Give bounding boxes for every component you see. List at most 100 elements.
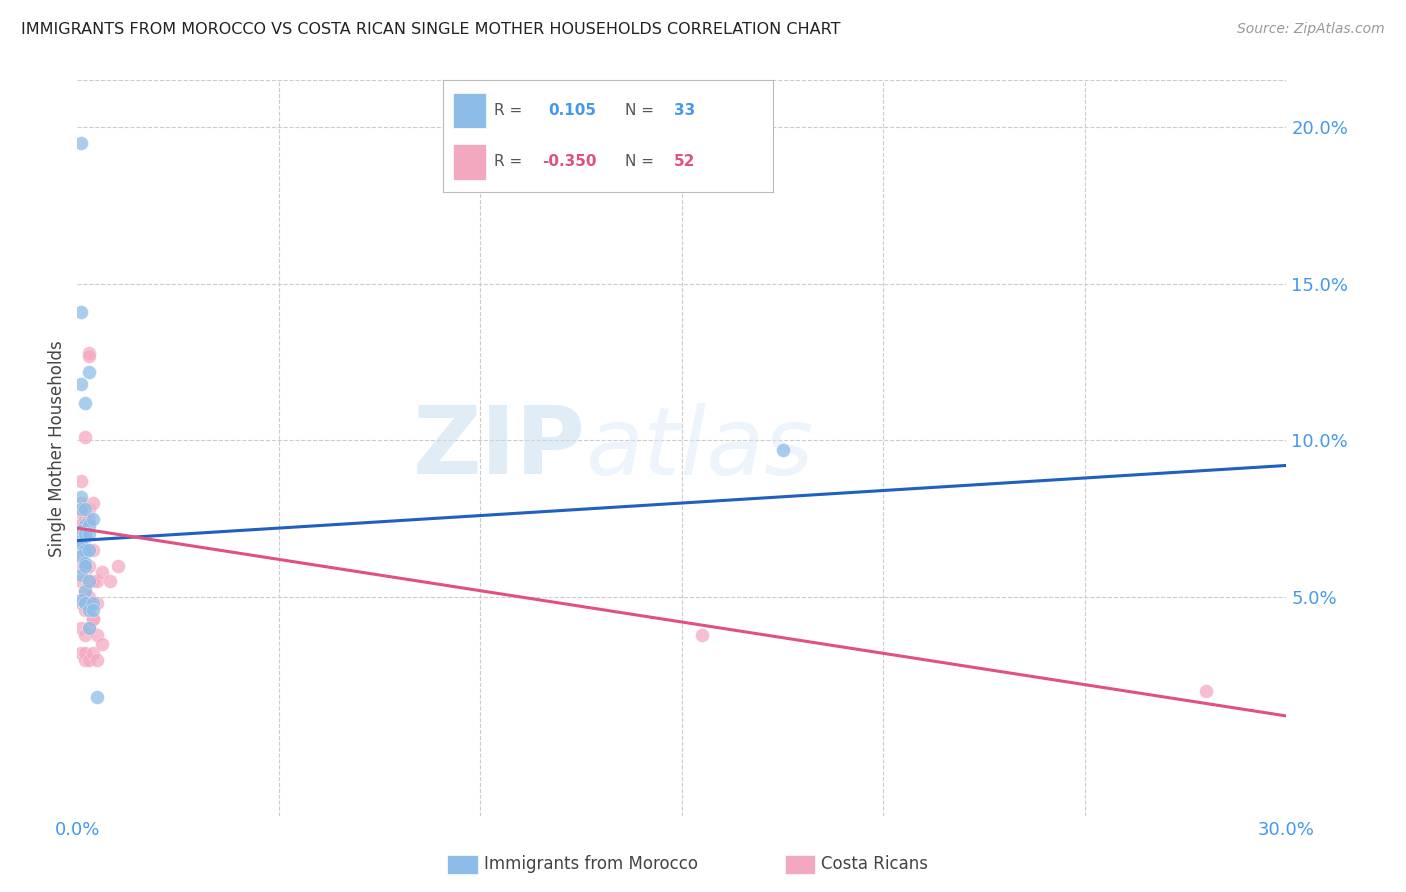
Point xyxy=(79,543,101,558)
Text: R =: R = xyxy=(494,154,523,169)
Point xyxy=(70,646,93,660)
Point xyxy=(82,646,104,660)
Point xyxy=(70,490,93,504)
Point xyxy=(75,511,97,525)
Point xyxy=(86,690,108,705)
Point xyxy=(79,364,101,378)
Point xyxy=(79,349,101,363)
Text: Source: ZipAtlas.com: Source: ZipAtlas.com xyxy=(1237,22,1385,37)
Point xyxy=(75,556,97,570)
Point xyxy=(79,511,101,525)
Text: 52: 52 xyxy=(675,154,696,169)
Point xyxy=(75,527,97,541)
Point xyxy=(107,558,129,573)
Text: -0.350: -0.350 xyxy=(543,154,596,169)
Text: R =: R = xyxy=(494,103,523,118)
Point xyxy=(70,593,93,607)
Point xyxy=(75,590,97,604)
Point xyxy=(70,502,93,516)
Point xyxy=(75,543,97,558)
Text: N =: N = xyxy=(624,154,654,169)
Point xyxy=(79,574,101,589)
Point xyxy=(82,543,104,558)
Point xyxy=(70,568,93,582)
Point xyxy=(75,596,97,610)
Point xyxy=(70,527,93,541)
Point xyxy=(82,612,104,626)
Point xyxy=(90,565,112,579)
Text: 0.105: 0.105 xyxy=(548,103,596,118)
Point xyxy=(86,627,108,641)
Point xyxy=(79,558,101,573)
Point xyxy=(70,574,93,589)
Point xyxy=(75,602,97,616)
Text: N =: N = xyxy=(624,103,654,118)
Text: atlas: atlas xyxy=(585,402,814,494)
Point xyxy=(75,646,97,660)
Text: Costa Ricans: Costa Ricans xyxy=(821,855,928,873)
Point xyxy=(75,430,97,444)
Point xyxy=(75,502,97,516)
Point xyxy=(82,602,104,616)
Point xyxy=(82,596,104,610)
Point xyxy=(79,527,101,541)
Point xyxy=(75,627,97,641)
Text: Immigrants from Morocco: Immigrants from Morocco xyxy=(484,855,697,873)
Point xyxy=(86,596,108,610)
Point xyxy=(98,574,121,589)
Point xyxy=(90,637,112,651)
Point xyxy=(75,583,97,598)
Point xyxy=(82,496,104,510)
Point xyxy=(70,621,93,635)
Point xyxy=(70,524,93,539)
Point xyxy=(70,537,93,551)
Point xyxy=(70,136,93,150)
Point xyxy=(82,574,104,589)
Point xyxy=(79,590,101,604)
Point xyxy=(79,621,101,635)
Point xyxy=(70,496,93,510)
Point xyxy=(75,583,97,598)
Point xyxy=(75,396,97,410)
Point xyxy=(79,345,101,359)
Point xyxy=(79,652,101,666)
Point xyxy=(75,596,97,610)
Point xyxy=(70,533,93,548)
Bar xyxy=(453,144,486,179)
Point xyxy=(79,502,101,516)
Point xyxy=(772,442,794,457)
Point xyxy=(70,377,93,392)
Point xyxy=(70,511,93,525)
Point xyxy=(79,574,101,589)
Point xyxy=(70,533,93,548)
Point xyxy=(79,543,101,558)
Point xyxy=(70,518,93,533)
Point xyxy=(70,502,93,516)
Point xyxy=(86,652,108,666)
Bar xyxy=(453,93,486,128)
Point xyxy=(70,549,93,564)
Point xyxy=(70,474,93,488)
Point xyxy=(79,621,101,635)
Text: ZIP: ZIP xyxy=(412,402,585,494)
Point xyxy=(1195,684,1218,698)
Point xyxy=(75,543,97,558)
Point xyxy=(79,518,101,533)
Point xyxy=(70,305,93,319)
Point xyxy=(86,574,108,589)
Point xyxy=(75,652,97,666)
Point xyxy=(70,549,93,564)
Point xyxy=(690,627,713,641)
Point xyxy=(82,612,104,626)
Y-axis label: Single Mother Households: Single Mother Households xyxy=(48,340,66,557)
Text: 33: 33 xyxy=(675,103,696,118)
Point xyxy=(70,558,93,573)
Point xyxy=(75,531,97,545)
Point xyxy=(79,518,101,533)
Point xyxy=(79,602,101,616)
Point xyxy=(75,558,97,573)
Text: IMMIGRANTS FROM MOROCCO VS COSTA RICAN SINGLE MOTHER HOUSEHOLDS CORRELATION CHAR: IMMIGRANTS FROM MOROCCO VS COSTA RICAN S… xyxy=(21,22,841,37)
Point xyxy=(75,518,97,533)
Point xyxy=(82,511,104,525)
Point xyxy=(70,596,93,610)
